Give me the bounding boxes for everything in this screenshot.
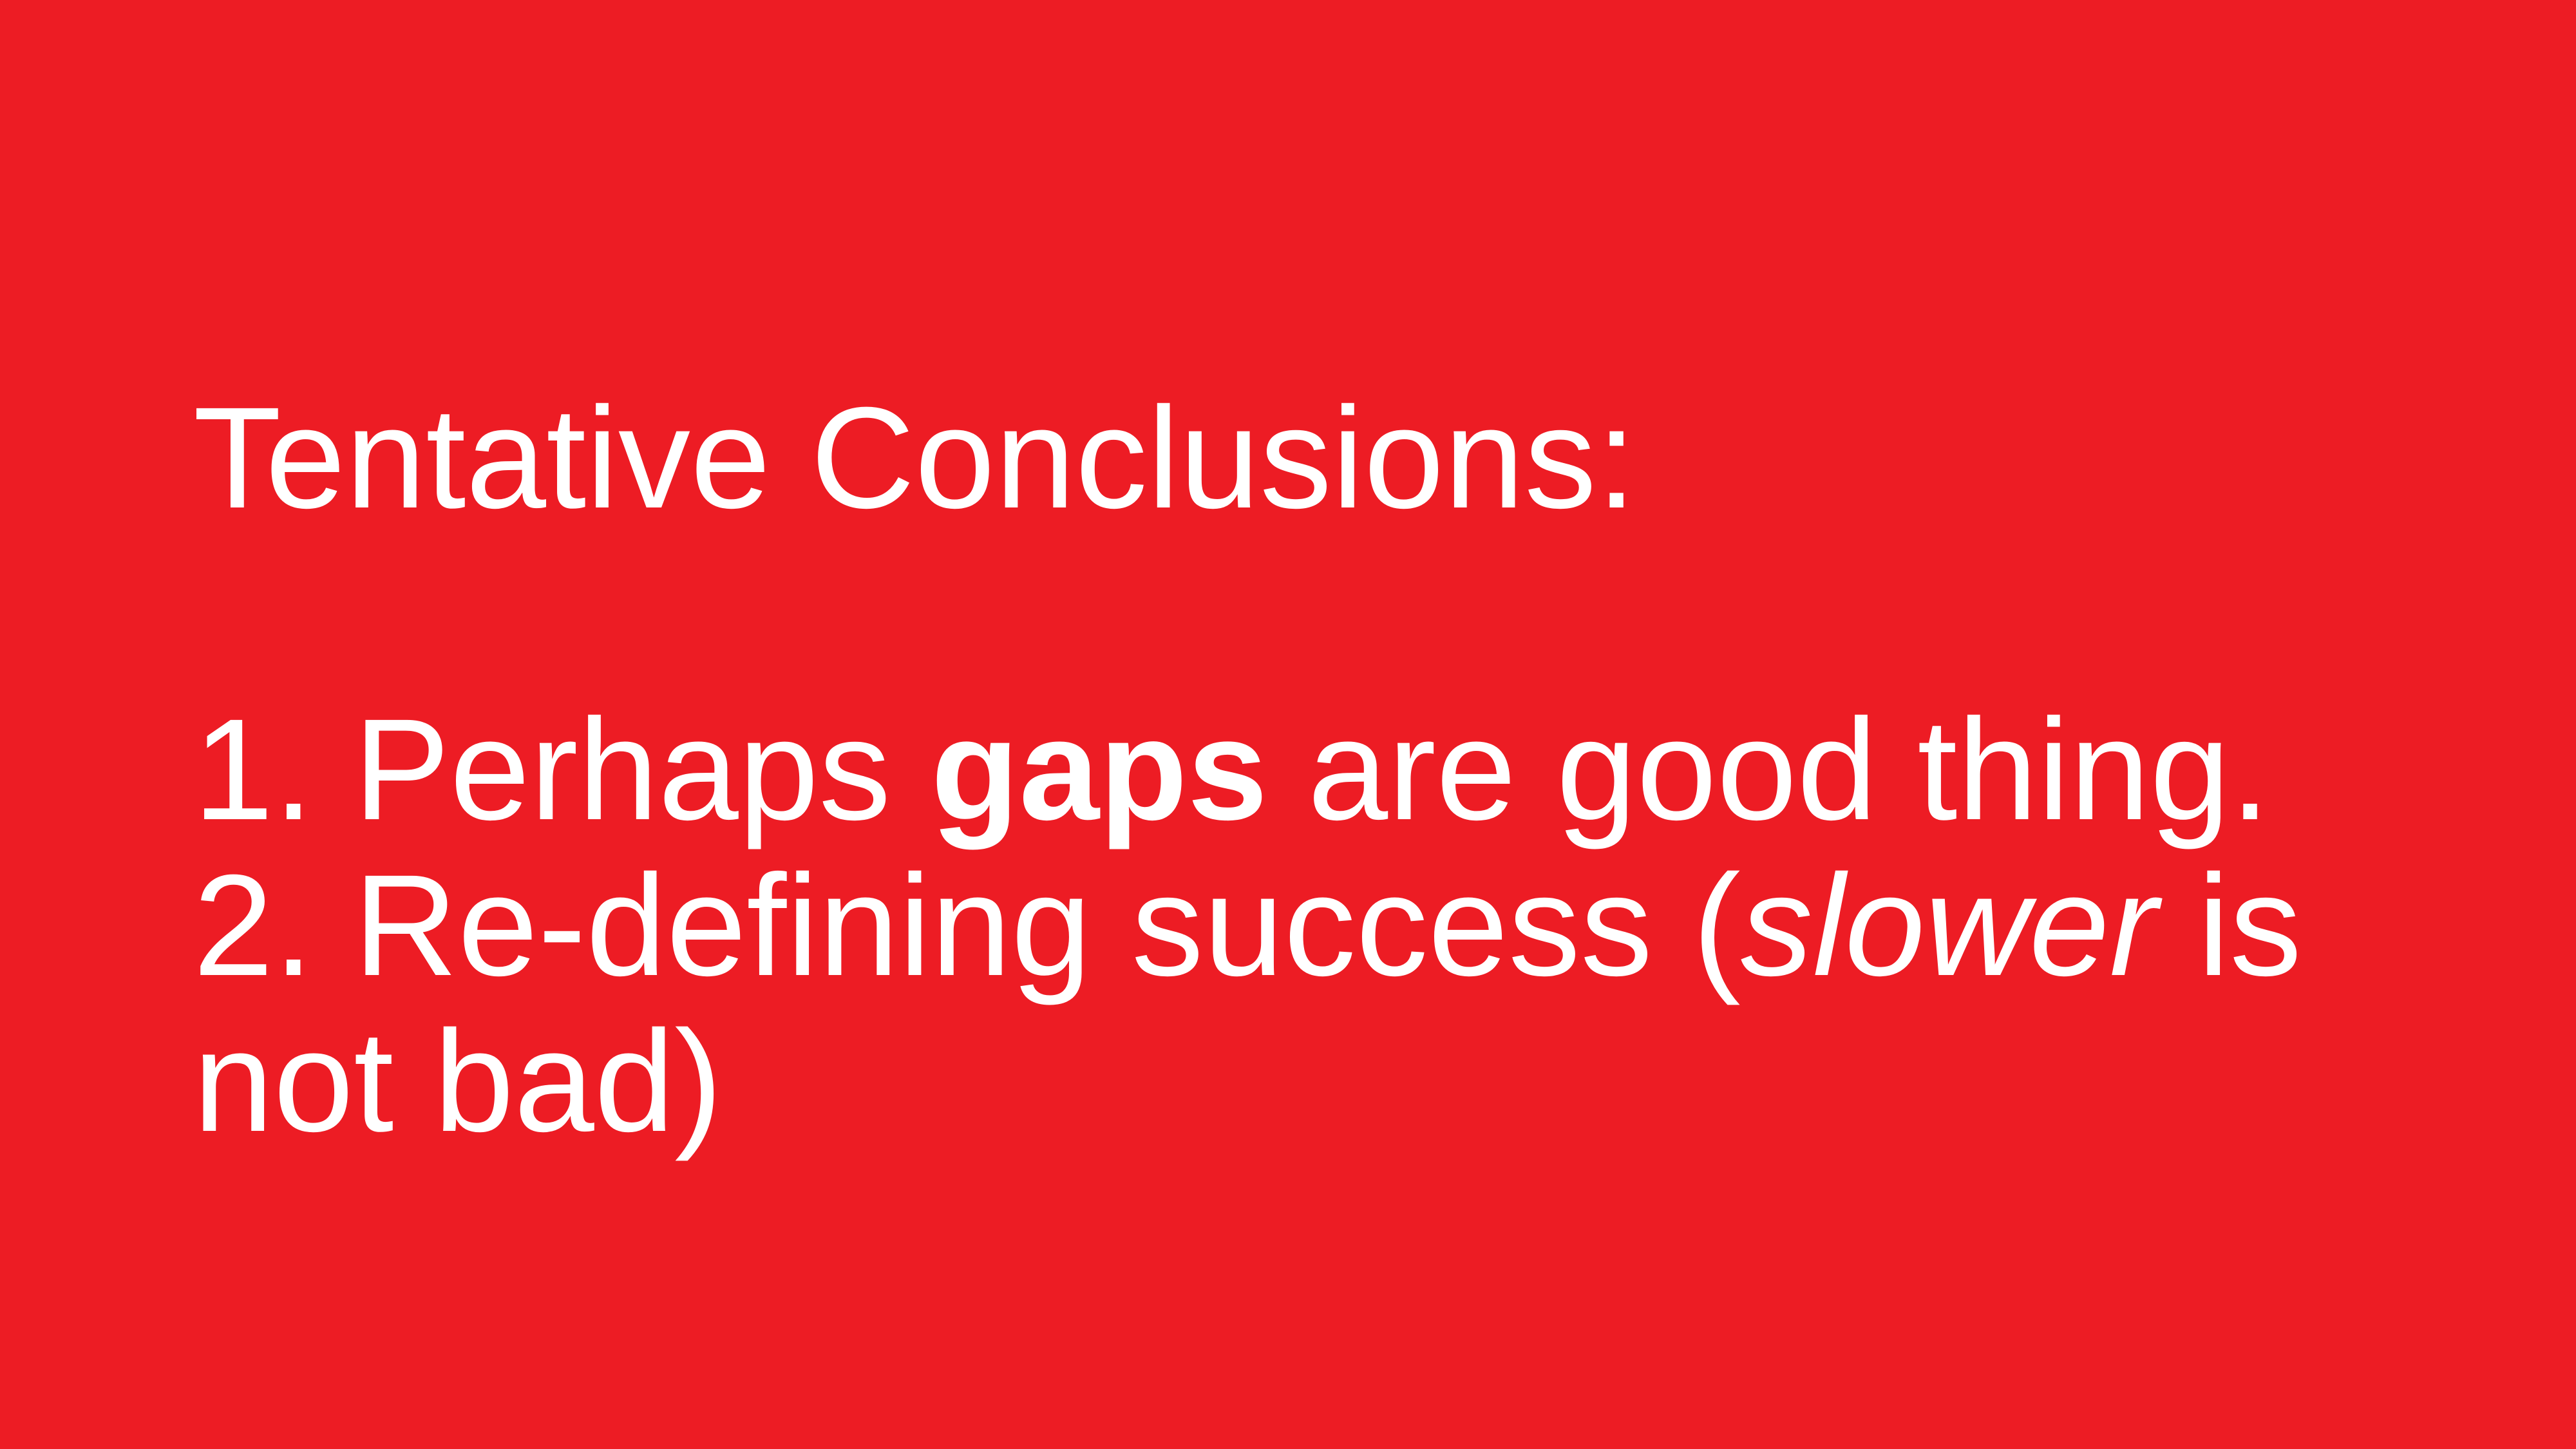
slide-content: Tentative Conclusions: 1. Perhaps gaps a… xyxy=(193,380,2447,1159)
slide-title: Tentative Conclusions: xyxy=(193,377,1637,538)
item-bold-text: gaps xyxy=(931,689,1268,850)
list-item-2-continuation: not bad) xyxy=(193,1001,723,1162)
item-text: is xyxy=(2197,845,2302,1006)
list-item-1: 1. Perhaps gaps are good thing. xyxy=(193,692,2447,848)
item-text: Perhaps xyxy=(354,689,891,850)
list-item-2: 2. Re-defining success (slower is xyxy=(193,848,2447,1003)
item-italic-text: slower xyxy=(1740,845,2158,1006)
item-number: 2. xyxy=(193,845,314,1006)
item-text: Re-defining success ( xyxy=(354,845,1741,1006)
item-number: 1. xyxy=(193,689,314,850)
item-text: are good thing. xyxy=(1307,689,2271,850)
blank-line xyxy=(193,536,2447,692)
